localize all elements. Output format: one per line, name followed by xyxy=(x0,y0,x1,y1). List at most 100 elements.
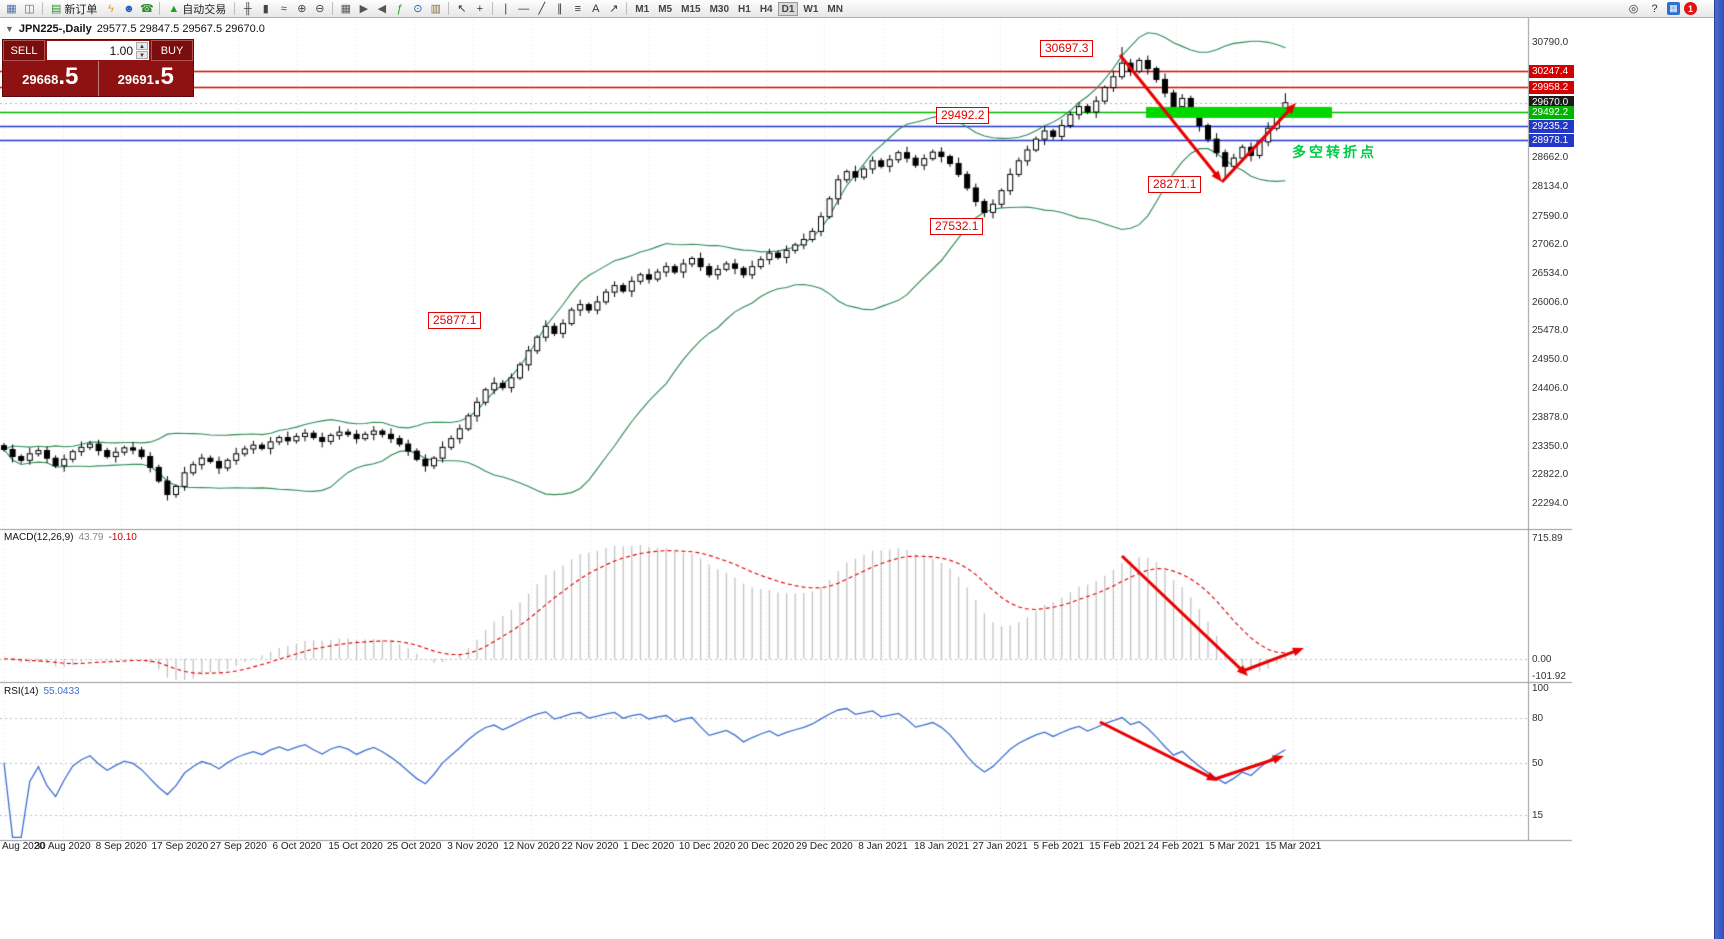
date-axis-tick: 3 Nov 2020 xyxy=(447,841,499,852)
terminal-icon[interactable]: ☎ xyxy=(140,3,154,15)
sell-price-frac: .5 xyxy=(58,63,79,90)
sell-price-main: 29668 xyxy=(22,72,59,87)
price-label-flag[interactable]: 28271.1 xyxy=(1148,176,1202,193)
zoom-out-icon[interactable]: ⊖ xyxy=(315,3,325,15)
profiles-icon[interactable]: ◫ xyxy=(24,3,35,15)
new-order-button-label: 新订单 xyxy=(64,3,98,16)
price-axis[interactable]: 30790.0 28662.0 28134.0 27590.0 27062.0 26534… xyxy=(1528,0,1574,860)
candlestick-chart-icon[interactable]: ▮ xyxy=(262,3,269,15)
auto-scroll-icon[interactable]: ▶ xyxy=(359,3,369,15)
price-marker-30247.4: 30247.4 xyxy=(1529,64,1574,78)
price-label-flag[interactable]: 25877.1 xyxy=(428,312,482,329)
price-label-flag[interactable]: 29492.2 xyxy=(936,107,990,124)
buy-price-frac: .5 xyxy=(153,63,174,90)
new-order-button[interactable]: ▤ 新订单 xyxy=(47,1,101,16)
price-axis-tick: 22822.0 xyxy=(1532,469,1569,481)
date-axis-tick: 29 Dec 2020 xyxy=(796,841,853,852)
periods-icon[interactable]: ⊙ xyxy=(413,3,423,15)
rsi-axis-tick: 100 xyxy=(1532,683,1549,694)
date-axis-tick: 20 Dec 2020 xyxy=(737,841,795,852)
price-axis-tick: 22294.0 xyxy=(1532,498,1569,509)
price-chart-canvas[interactable] xyxy=(0,0,1572,860)
connection-icon[interactable]: ▦ xyxy=(1667,2,1680,15)
sell-price[interactable]: 29668 .5 xyxy=(3,61,99,96)
buy-button[interactable]: BUY xyxy=(151,40,193,61)
timeframe-h1[interactable]: H1 xyxy=(738,3,751,15)
timeframe-w1[interactable]: W1 xyxy=(803,3,819,15)
buy-price-main: 29691 xyxy=(117,72,154,87)
toolbar-separator xyxy=(159,2,161,15)
market-watch-icon[interactable]: ☻ xyxy=(123,2,135,15)
timeframe-m15[interactable]: M15 xyxy=(681,3,701,15)
templates-icon[interactable]: ▥ xyxy=(430,3,441,15)
volume-up-button[interactable]: ▲ xyxy=(136,42,148,50)
date-axis-tick: 10 Dec 2020 xyxy=(678,841,736,852)
price-marker-29492.2: 29492.2 xyxy=(1529,105,1574,119)
price-marker-29235.2: 29235.2 xyxy=(1529,119,1574,133)
tile-windows-icon[interactable]: ▦ xyxy=(340,3,351,15)
search-icon[interactable]: ◎ xyxy=(1628,3,1639,15)
date-axis-tick: 27 Sep 2020 xyxy=(210,841,267,852)
price-axis-tick: 28134.0 xyxy=(1532,181,1569,193)
auto-trading-button[interactable]: ▲ 自动交易 xyxy=(164,1,230,16)
symbol-timeframe: JPN225-,Daily xyxy=(18,23,92,35)
date-axis-tick: 27 Jan 2021 xyxy=(972,841,1028,852)
vertical-scrollbar[interactable] xyxy=(1714,0,1724,939)
rsi-name: RSI(14) xyxy=(4,686,39,697)
timeframe-h4[interactable]: H4 xyxy=(759,3,773,15)
date-axis-tick: 30 Aug 2020 xyxy=(34,841,91,852)
rsi-axis-tick: 50 xyxy=(1532,757,1544,769)
indicators-icon[interactable]: ƒ xyxy=(396,2,403,15)
bar-chart-icon[interactable]: ╫ xyxy=(243,2,252,15)
price-marker-29958.2: 29958.2 xyxy=(1529,80,1574,94)
equidistant-channel-icon[interactable]: ∥ xyxy=(557,3,563,15)
help-icon[interactable]: ? xyxy=(1651,2,1658,15)
price-label-flag[interactable]: 27532.1 xyxy=(930,218,984,235)
text-label-icon[interactable]: A xyxy=(592,2,600,15)
notification-badge[interactable]: 1 xyxy=(1684,2,1697,15)
date-axis-tick: 15 Feb 2021 xyxy=(1089,841,1146,852)
volume-field[interactable]: 1.00 ▲ ▼ xyxy=(47,41,149,60)
timeframe-m5[interactable]: M5 xyxy=(658,3,673,15)
price-axis-tick: 26534.0 xyxy=(1532,267,1569,279)
buy-price[interactable]: 29691 .5 xyxy=(99,61,194,96)
date-axis-tick: 6 Oct 2020 xyxy=(272,841,322,852)
timeframe-d1[interactable]: D1 xyxy=(777,1,799,16)
horizontal-line-icon[interactable]: — xyxy=(518,2,530,15)
time-axis[interactable]: Aug 2020 30 Aug 2020 8 Sep 2020 17 Sep 2020… xyxy=(0,841,1528,855)
arrows-icon[interactable]: ↗ xyxy=(609,3,619,15)
price-axis-tick: 28662.0 xyxy=(1532,152,1569,164)
turning-point-label[interactable]: 多空转折点 xyxy=(1292,144,1377,160)
macd-axis-tick: 715.89 xyxy=(1532,533,1563,544)
price-axis-tick: 26006.0 xyxy=(1532,296,1569,308)
date-axis-tick: 18 Jan 2021 xyxy=(914,841,970,852)
chart-symbol-info: ▼ JPN225-,Daily 29577.5 29847.5 29567.5 … xyxy=(5,23,265,35)
date-axis-tick: 25 Oct 2020 xyxy=(386,841,442,852)
price-label-flag[interactable]: 30697.3 xyxy=(1040,40,1094,57)
one-click-toggle-icon[interactable]: ▼ xyxy=(5,24,14,34)
line-chart-icon[interactable]: ≈ xyxy=(280,2,287,15)
date-axis-tick: 24 Feb 2021 xyxy=(1147,841,1205,852)
fibonacci-icon[interactable]: ≡ xyxy=(574,2,581,15)
date-axis-tick: 22 Nov 2020 xyxy=(561,841,619,852)
new-chart-icon[interactable]: ▦ xyxy=(6,3,17,15)
sell-button[interactable]: SELL xyxy=(3,40,45,61)
timeframe-m1[interactable]: M1 xyxy=(635,3,650,15)
vertical-line-icon[interactable]: ∣ xyxy=(503,3,509,15)
timeframe-m30[interactable]: M30 xyxy=(709,3,730,15)
chart-shift-icon[interactable]: ◀ xyxy=(377,3,387,15)
crosshair-icon[interactable]: + xyxy=(476,2,484,15)
date-axis-tick: 17 Sep 2020 xyxy=(151,841,209,852)
date-axis-tick: Aug 2020 xyxy=(2,841,45,852)
zoom-in-icon[interactable]: ⊕ xyxy=(297,3,307,15)
trendline-icon[interactable]: ╱ xyxy=(538,3,546,15)
auto-trading-button-label: 自动交易 xyxy=(182,3,227,16)
expert-advisors-icon[interactable]: ϟ xyxy=(107,2,114,15)
macd-axis-tick: 0.00 xyxy=(1532,653,1552,665)
toolbar-separator xyxy=(42,2,43,15)
macd-value: 43.79 xyxy=(78,532,104,543)
volume-down-button[interactable]: ▼ xyxy=(136,51,148,59)
cursor-icon[interactable]: ↖ xyxy=(457,3,467,15)
timeframe-mn[interactable]: MN xyxy=(827,3,843,15)
